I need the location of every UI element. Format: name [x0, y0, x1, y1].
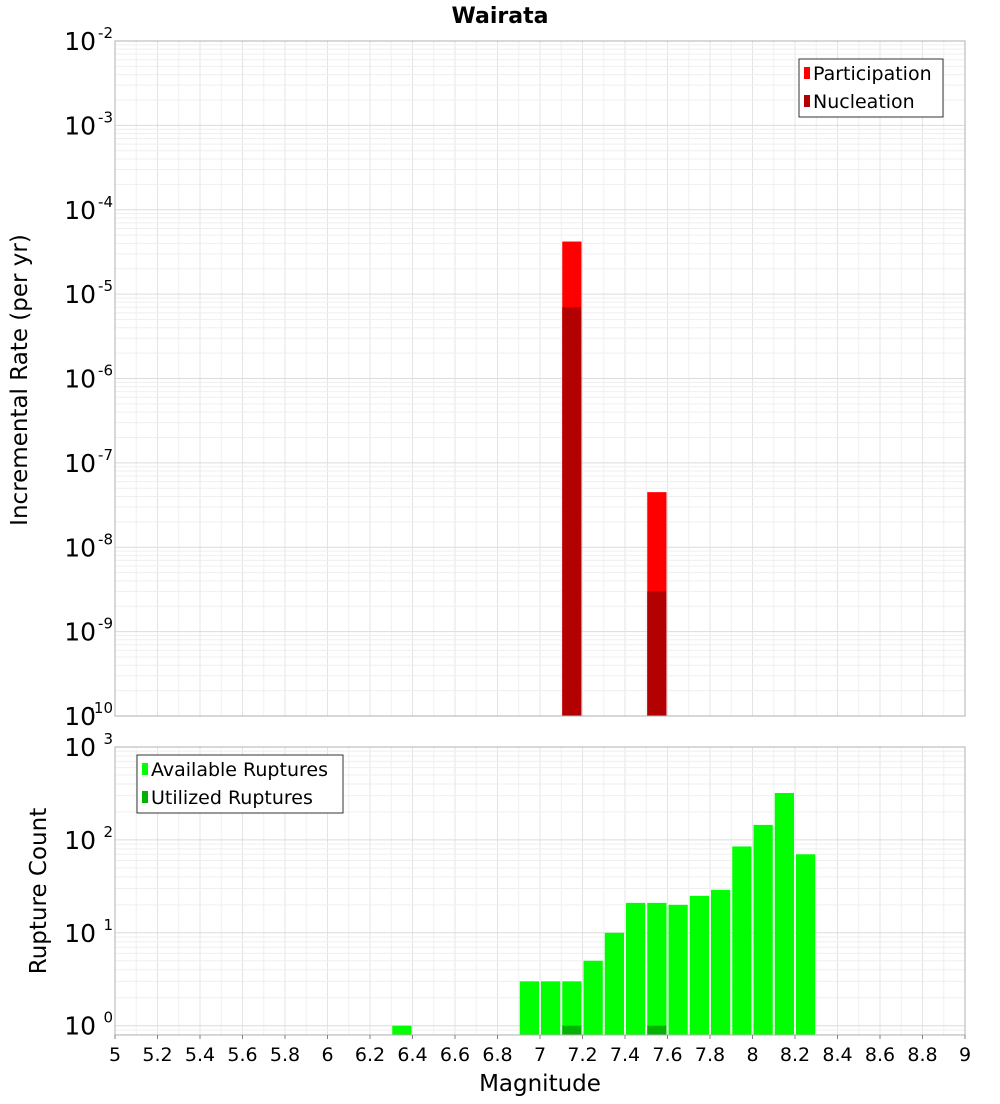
x-tick-label: 7 [534, 1044, 546, 1066]
y-tick-exponent: -9 [98, 615, 113, 633]
y-tick-label: 10 -7 [64, 446, 113, 478]
y-axis-label-count: Rupture Count [26, 808, 52, 974]
legend-swatch [142, 791, 148, 803]
y-axis-label-rate: Incremental Rate (per yr) [7, 234, 33, 526]
x-tick-label: 8 [746, 1044, 758, 1066]
x-tick-label: 5.2 [142, 1044, 172, 1066]
legend-label: Utilized Ruptures [151, 787, 313, 809]
overlay-bar-nucleation [562, 307, 582, 716]
y-tick-exponent: -8 [98, 530, 113, 548]
bar-available-ruptures [541, 981, 561, 1035]
bar-available-ruptures [562, 981, 582, 1035]
y-tick-exponent: -5 [98, 277, 113, 295]
x-tick-label: 5.6 [227, 1044, 257, 1066]
bar-available-ruptures [519, 981, 539, 1035]
y-tick-label: 10 -5 [64, 277, 113, 309]
bar-available-ruptures [392, 1025, 412, 1035]
x-tick-label: 8.2 [780, 1044, 810, 1066]
y-tick-exponent: -4 [98, 193, 113, 211]
x-tick-label: 5.8 [270, 1044, 300, 1066]
legend-box [136, 754, 344, 814]
x-tick-label: 6 [321, 1044, 333, 1066]
legend-label: Participation [813, 63, 932, 85]
bar-available-ruptures [732, 846, 752, 1035]
x-tick-label: 6.4 [397, 1044, 427, 1066]
overlay-bar-utilized-ruptures [562, 1025, 582, 1035]
plot-frame-0 [114, 40, 966, 717]
y-tick-exponent: 1 [103, 916, 113, 934]
bar-available-ruptures [583, 960, 603, 1035]
x-tick-label: 6.6 [440, 1044, 470, 1066]
y-tick-label: 10 -8 [64, 530, 113, 562]
y-tick-label: 10 0 [64, 1009, 113, 1041]
legend-box [798, 58, 944, 118]
y-tick-label: 10 -6 [64, 362, 113, 394]
bar-available-ruptures [604, 932, 624, 1035]
y-tick-exponent: 3 [103, 730, 113, 748]
bar-available-ruptures [689, 895, 709, 1035]
y-tick-label: 10 -2 [64, 24, 113, 56]
bar-available-ruptures [711, 889, 731, 1035]
y-tick-label: 10 2 [64, 823, 113, 855]
legend-swatch [142, 763, 148, 775]
x-tick-label: 8.8 [907, 1044, 937, 1066]
y-tick-exponent: -10 [89, 699, 114, 717]
legend-label: Available Ruptures [151, 759, 328, 781]
bar-available-ruptures [668, 904, 688, 1035]
y-tick-label: 10 3 [64, 730, 113, 762]
y-tick-label: 10 -3 [64, 108, 113, 140]
chart-title: Wairata [452, 4, 549, 29]
x-tick-label: 5.4 [185, 1044, 215, 1066]
x-tick-label: 8.4 [822, 1044, 852, 1066]
y-tick-exponent: 2 [103, 823, 113, 841]
x-axis-label-magnitude: Magnitude [479, 1071, 601, 1097]
y-tick-label: 10-10 [64, 699, 113, 731]
x-tick-label: 6.2 [355, 1044, 385, 1066]
x-tick-label: 7.4 [610, 1044, 640, 1066]
bar-available-ruptures [626, 902, 646, 1035]
x-tick-label: 8.6 [865, 1044, 895, 1066]
overlay-bar-nucleation [647, 591, 667, 716]
y-tick-exponent: -6 [98, 362, 113, 380]
legend-swatch [804, 67, 810, 79]
y-tick-exponent: 0 [103, 1009, 113, 1027]
bar-available-ruptures [753, 824, 773, 1035]
y-tick-exponent: -7 [98, 446, 113, 464]
x-tick-label: 7.6 [652, 1044, 682, 1066]
bar-available-ruptures [774, 792, 794, 1035]
bar-available-ruptures [647, 902, 667, 1035]
y-tick-label: 10 1 [64, 916, 113, 948]
x-tick-label: 9 [959, 1044, 971, 1066]
y-tick-label: 10 -9 [64, 615, 113, 647]
legend-swatch [804, 95, 810, 107]
legend-label: Nucleation [813, 91, 915, 113]
x-tick-label: 7.8 [695, 1044, 725, 1066]
overlay-bar-utilized-ruptures [647, 1025, 667, 1035]
bar-available-ruptures [796, 854, 816, 1035]
x-tick-label: 7.2 [567, 1044, 597, 1066]
y-tick-label: 10 -4 [64, 193, 113, 225]
x-tick-label: 5 [109, 1044, 121, 1066]
y-tick-exponent: -3 [98, 108, 113, 126]
y-tick-exponent: -2 [98, 24, 113, 42]
x-tick-label: 6.8 [482, 1044, 512, 1066]
